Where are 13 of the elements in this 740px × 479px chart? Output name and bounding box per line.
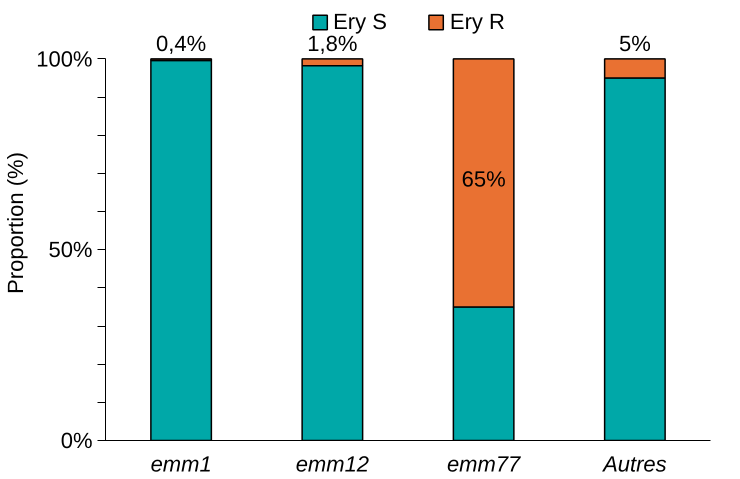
legend-label: Ery R	[450, 9, 505, 35]
y-tick-label: 0%	[60, 428, 92, 453]
x-tick-label: Autres	[601, 452, 667, 476]
data-label: 0,4%	[156, 30, 206, 56]
legend-label: Ery S	[333, 9, 387, 35]
x-tick-label: emm77	[446, 452, 522, 476]
data-label: 65%	[462, 166, 506, 192]
x-tick-label: emm12	[296, 452, 370, 476]
data-label: 5%	[618, 30, 651, 56]
y-axis-title: Proportion (%)	[3, 152, 28, 294]
y-tick-label: 100%	[36, 46, 93, 72]
y-tick-label: 50%	[48, 237, 93, 262]
x-tick-label: emm1	[150, 452, 212, 476]
